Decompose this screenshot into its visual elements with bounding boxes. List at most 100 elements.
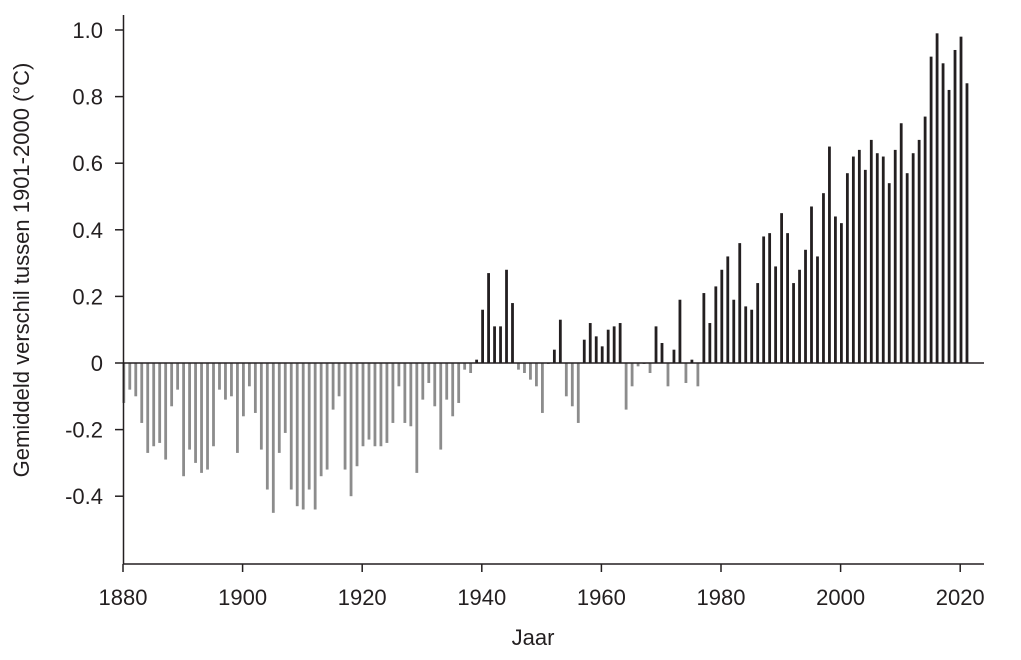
bar-2005 [869,139,873,363]
bar-1977 [702,293,706,363]
bar-1981 [726,256,730,363]
x-tick-label: 1880 [99,585,148,610]
bar-1957 [582,339,586,363]
bar-1933 [439,363,443,450]
bar-1991 [786,233,789,363]
bar-1990 [780,213,783,363]
bar-1960 [600,346,604,363]
bar-1883 [140,363,144,423]
bar-1992 [792,283,795,363]
bar-2009 [893,149,897,363]
bar-1894 [206,363,209,470]
bar-1907 [283,363,287,433]
bar-1950 [541,363,544,413]
bar-1975 [690,359,694,363]
bar-1926 [397,363,401,387]
bar-1915 [331,363,335,410]
bar-1885 [152,363,156,447]
bar-1909 [295,363,299,507]
bar-1972 [672,349,676,363]
bar-1888 [170,363,174,407]
bar-1899 [236,363,239,453]
bar-1976 [696,363,700,387]
bar-1958 [588,323,592,363]
bar-2019 [953,49,957,363]
bar-2001 [845,173,849,363]
bar-1959 [594,336,598,363]
bar-1898 [230,363,233,397]
bar-1938 [469,363,473,373]
bar-1941 [487,273,490,363]
bar-1921 [367,363,371,440]
bar-1989 [774,266,778,363]
bar-2006 [875,153,879,363]
bar-1914 [325,363,329,470]
bar-1970 [660,343,664,363]
x-tick-label: 1920 [338,585,387,610]
bar-1882 [134,363,138,397]
bar-1924 [385,363,389,443]
bar-1900 [242,363,245,417]
bar-1916 [337,363,341,397]
bar-1946 [517,363,520,370]
bar-2002 [851,156,855,363]
bar-1962 [612,326,616,363]
bar-1893 [200,363,203,473]
bar-1922 [373,363,377,447]
bar-1911 [307,363,311,490]
x-tick-label: 2020 [936,585,985,610]
bar-1973 [678,299,682,363]
bar-1912 [313,363,317,510]
y-tick-label: -0.4 [65,484,103,509]
bar-2008 [887,183,891,363]
y-axis-title: Gemiddeld verschil tussen 1901-2000 (°C) [9,63,34,478]
bar-2016 [935,33,939,363]
bar-1971 [666,363,670,387]
bar-2020 [959,36,963,363]
bar-1939 [475,359,479,363]
bar-1918 [349,363,353,497]
bar-1945 [511,303,514,363]
bar-1999 [834,216,837,363]
bar-1988 [768,233,772,363]
x-tick-label: 2000 [816,585,865,610]
bar-1994 [804,249,807,363]
y-tick-label: 0.8 [72,85,103,110]
bar-1927 [403,363,407,423]
bar-1908 [289,363,293,490]
x-tick-label: 1900 [218,585,267,610]
x-axis-ticks: 1880 1900 1920 1940 1960 1980 2000 2020 [99,564,985,610]
bar-2011 [905,173,909,363]
bar-2018 [947,89,951,363]
bar-2017 [941,63,945,364]
bar-1890 [182,363,185,477]
bar-1932 [433,363,437,407]
bar-1942 [493,326,496,363]
x-axis-title: Jaar [512,625,555,650]
bar-1889 [176,363,180,390]
bar-1954 [564,363,568,397]
bar-1993 [798,269,801,363]
y-tick-label: 1.0 [72,18,103,43]
bar-1947 [523,363,526,373]
bar-2010 [899,123,903,364]
bar-1897 [224,363,227,400]
bar-1987 [762,236,766,363]
bar-2021 [965,83,969,363]
bar-1964 [624,363,628,410]
bar-1944 [505,269,508,363]
bar-2000 [840,223,843,363]
x-tick-label: 1960 [577,585,626,610]
bar-1965 [630,363,634,387]
bar-2013 [917,139,921,363]
bar-1902 [253,363,257,413]
bar-1968 [648,363,652,373]
x-tick-label: 1980 [697,585,746,610]
bar-1934 [445,363,449,400]
bar-1919 [355,363,359,467]
bar-1963 [618,323,622,363]
bar-1961 [606,329,610,363]
bar-1923 [379,363,383,447]
bar-1986 [756,283,760,363]
bar-1985 [750,309,754,363]
